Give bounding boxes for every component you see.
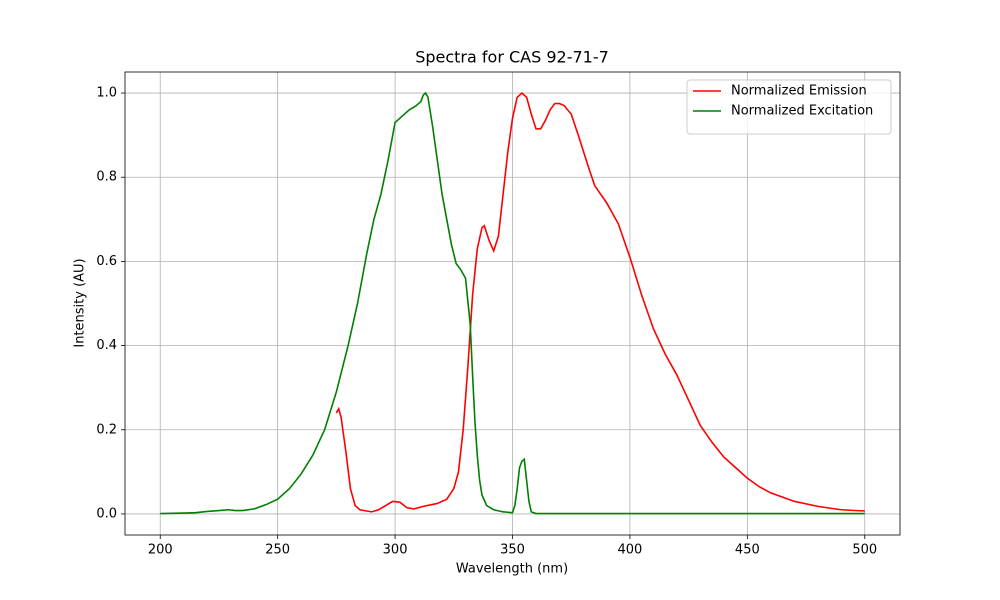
- x-tick-label: 400: [618, 543, 643, 558]
- series-line: [335, 91, 865, 513]
- y-axis-label: Intensity (AU): [73, 258, 88, 347]
- plot-frame: [124, 71, 901, 536]
- y-tick-label: 0.6: [96, 254, 117, 269]
- x-tick-label: 250: [265, 543, 290, 558]
- x-tick-label: 450: [735, 543, 760, 558]
- x-axis-label: Wavelength (nm): [456, 562, 568, 577]
- legend-label: Normalized Excitation: [731, 104, 873, 119]
- x-tick-label: 350: [500, 543, 525, 558]
- legend-box: [686, 79, 892, 135]
- y-tick-label: 0.4: [96, 338, 117, 353]
- chart-title: Spectra for CAS 92-71-7: [415, 48, 609, 67]
- x-tick-label: 300: [383, 543, 408, 558]
- x-tick-label: 500: [852, 543, 877, 558]
- y-tick-label: 0.8: [96, 170, 117, 185]
- series-line: [160, 91, 865, 515]
- y-tick-label: 0.2: [96, 422, 117, 437]
- legend-label: Normalized Emission: [731, 84, 867, 99]
- y-tick-label: 1.0: [96, 86, 117, 101]
- y-tick-label: 0.0: [96, 506, 117, 521]
- x-tick-label: 200: [148, 543, 173, 558]
